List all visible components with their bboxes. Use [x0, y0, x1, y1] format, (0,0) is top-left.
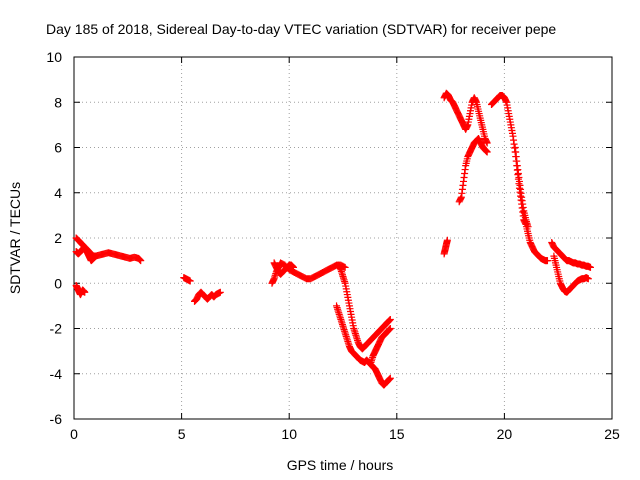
x-tick-label: 10: [281, 426, 297, 442]
y-tick-label: 4: [54, 185, 62, 201]
data-point: [483, 148, 491, 156]
data-point: [543, 257, 551, 265]
y-tick-label: 8: [54, 94, 62, 110]
y-tick-label: -4: [50, 366, 63, 382]
y-tick-label: 2: [54, 230, 62, 246]
x-tick-label: 5: [178, 426, 186, 442]
data-point: [483, 139, 491, 147]
data-point: [216, 288, 224, 296]
x-tick-label: 0: [70, 426, 78, 442]
chart-title: Day 185 of 2018, Sidereal Day-to-day VTE…: [46, 21, 556, 37]
y-tick-label: -6: [50, 411, 63, 427]
x-axis-label: GPS time / hours: [287, 457, 394, 473]
y-axis-label: SDTVAR / TECUs: [7, 182, 23, 294]
data-point: [386, 315, 394, 323]
data-point: [386, 325, 394, 332]
data-point: [186, 277, 194, 285]
y-tick-label: 10: [46, 49, 62, 65]
data-point: [584, 275, 592, 283]
data-point: [386, 374, 394, 382]
data-point: [443, 236, 451, 244]
axes: 0 5 10 15 20 25 -6 -4 -2 0 2 4 6 8 10: [46, 49, 620, 442]
data-point: [81, 288, 89, 296]
y-tick-label: 6: [54, 140, 62, 156]
data-series: [72, 89, 594, 389]
data-point: [290, 263, 298, 271]
data-point: [586, 263, 594, 271]
x-tick-label: 20: [497, 426, 513, 442]
y-tick-label: -2: [50, 321, 63, 337]
data-point: [137, 257, 145, 265]
y-tick-label: 0: [54, 275, 62, 291]
x-tick-label: 25: [604, 426, 620, 442]
data-point: [92, 252, 100, 260]
x-tick-label: 15: [389, 426, 405, 442]
data-point: [524, 223, 532, 231]
